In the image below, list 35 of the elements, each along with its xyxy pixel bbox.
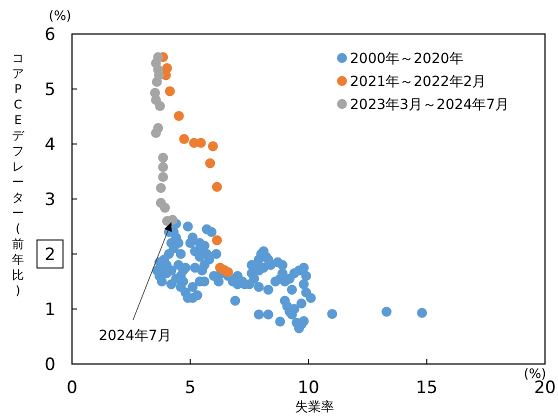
point	[168, 214, 178, 225]
point	[164, 86, 175, 96]
point	[179, 134, 190, 144]
y-tick-label: 5	[44, 80, 56, 100]
x-axis-title: 失業率	[295, 399, 334, 415]
point	[174, 110, 184, 121]
point	[158, 162, 168, 172]
y-tick-label: 1	[44, 300, 56, 320]
point	[150, 128, 161, 138]
y-tick-label: 2	[44, 244, 56, 265]
point	[215, 262, 226, 273]
point	[158, 172, 168, 182]
y-tick-label: 6	[44, 24, 56, 45]
x-tick-label: 10	[298, 378, 320, 398]
x-tick-label: 0	[66, 378, 78, 398]
point	[154, 101, 165, 112]
point	[208, 141, 218, 152]
point	[212, 235, 222, 246]
point	[152, 76, 162, 87]
text: コアPCEデフレーター(前年比)	[12, 51, 24, 298]
point	[205, 158, 216, 168]
x-tick-label: 5	[184, 378, 196, 398]
legend-label: 2021年～2022年2月	[350, 74, 486, 90]
y-tick-label: 3	[44, 190, 56, 210]
legend-label: 2000年～2020年	[350, 50, 464, 67]
point	[212, 182, 222, 192]
y-tick-label: 4	[44, 134, 56, 155]
text: (%)	[48, 9, 72, 24]
annotation: 2024年7月	[98, 328, 172, 344]
point	[156, 183, 166, 193]
y-tick-label: 0	[44, 354, 56, 375]
point	[160, 202, 170, 213]
legend-label: 2023年3月～2024年7月	[350, 96, 510, 113]
point	[158, 152, 168, 163]
x-tick-label: 15	[416, 378, 438, 398]
